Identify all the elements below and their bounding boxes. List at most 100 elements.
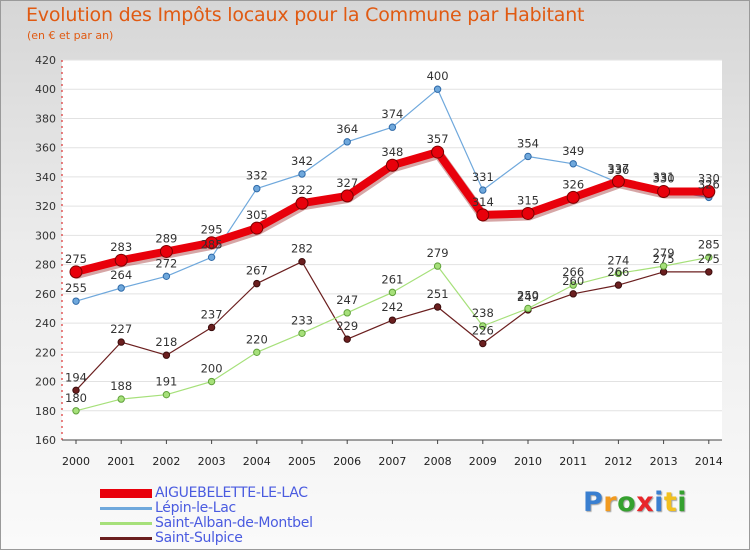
- series-point-1: [72, 297, 80, 305]
- series-point-0: [566, 190, 580, 204]
- series-point-3: [343, 335, 351, 343]
- series-point-2: [433, 262, 442, 270]
- data-label-3: 249: [517, 290, 539, 304]
- series-point-0: [69, 265, 83, 279]
- series-point-0: [611, 174, 625, 188]
- data-label-1: 272: [155, 256, 177, 270]
- data-label-2: 279: [653, 246, 675, 260]
- legend-swatch-saint-alban: [100, 522, 152, 525]
- logo-letter: P: [583, 487, 604, 518]
- series-point-2: [162, 390, 171, 399]
- data-label-0: 305: [246, 208, 268, 222]
- series-point-3: [569, 290, 577, 298]
- data-label-3: 266: [607, 265, 629, 279]
- data-label-2: 266: [562, 265, 584, 279]
- series-point-2: [479, 322, 487, 330]
- legend-item-saint-sulpice: Saint-Sulpice: [100, 530, 420, 546]
- data-label-3: 275: [698, 252, 720, 266]
- y-tick-label: 340: [35, 171, 56, 184]
- data-label-3: 251: [427, 287, 449, 301]
- series-point-2: [343, 309, 351, 317]
- legend-label-aiguebelette: AIGUEBELETTE-LE-LAC: [155, 485, 308, 501]
- series-point-2: [72, 407, 80, 415]
- data-label-0: 337: [607, 161, 629, 175]
- series-point-1: [479, 186, 487, 194]
- data-label-2: 200: [201, 362, 223, 376]
- logo-letter: x: [636, 487, 655, 518]
- logo-letter: t: [663, 487, 678, 518]
- series-point-3: [705, 268, 713, 276]
- series-point-1: [388, 123, 397, 131]
- legend-item-aiguebelette: AIGUEBELETTE-LE-LAC: [100, 485, 420, 501]
- series-point-1: [253, 184, 261, 193]
- logo-letter: i: [677, 487, 688, 518]
- x-tick-label: 2012: [604, 455, 632, 468]
- series-point-0: [205, 236, 219, 250]
- x-tick-label: 2013: [650, 455, 678, 468]
- x-tick-label: 2010: [514, 455, 542, 468]
- data-label-0: 315: [517, 193, 539, 207]
- legend-label-saint-alban: Saint-Alban-de-Montbel: [155, 515, 313, 531]
- series-point-0: [295, 196, 309, 210]
- x-tick-label: 2002: [152, 455, 180, 468]
- data-label-2: 247: [336, 293, 358, 307]
- data-label-3: 237: [201, 307, 223, 321]
- data-label-2: 180: [65, 391, 87, 405]
- data-label-1: 331: [653, 170, 675, 184]
- x-tick-label: 2009: [469, 455, 497, 468]
- series-point-1: [298, 170, 306, 178]
- series-point-2: [298, 329, 306, 338]
- series-point-3: [614, 281, 623, 289]
- data-label-3: 229: [336, 319, 358, 333]
- series-point-3: [162, 351, 171, 359]
- data-label-1: 326: [698, 177, 720, 191]
- data-label-1: 255: [65, 281, 87, 295]
- legend-swatch-lepin: [100, 507, 152, 510]
- data-label-3: 282: [291, 242, 313, 256]
- series-point-3: [207, 323, 216, 332]
- y-tick-label: 400: [35, 83, 56, 96]
- series-point-0: [521, 206, 535, 220]
- data-label-3: 260: [562, 274, 584, 288]
- y-tick-label: 320: [35, 200, 56, 213]
- legend: AIGUEBELETTE-LE-LAC Lépin-le-Lac Saint-A…: [100, 485, 420, 546]
- x-tick-label: 2008: [424, 455, 452, 468]
- series-point-0: [657, 185, 671, 199]
- data-label-1: 349: [562, 144, 584, 158]
- chart-title: Evolution des Impôts locaux pour la Comm…: [26, 4, 585, 26]
- series-point-2: [117, 395, 125, 403]
- data-label-3: 194: [65, 370, 87, 384]
- data-label-2: 261: [381, 272, 403, 286]
- x-tick-label: 2014: [695, 455, 723, 468]
- data-label-1: 332: [246, 169, 268, 183]
- series-point-1: [524, 152, 532, 161]
- logo-letter: i: [654, 487, 664, 518]
- series-point-2: [207, 377, 216, 386]
- data-label-3: 218: [155, 335, 177, 349]
- data-label-2: 274: [607, 253, 629, 267]
- data-label-3: 267: [246, 264, 268, 278]
- data-label-2: 233: [291, 313, 313, 327]
- series-point-1: [569, 160, 577, 168]
- y-tick-label: 200: [35, 376, 56, 389]
- data-label-3: 275: [653, 252, 675, 266]
- series-point-3: [388, 316, 397, 324]
- series-point-2: [569, 281, 577, 289]
- x-tick-label: 2005: [288, 455, 316, 468]
- series-point-3: [479, 339, 487, 348]
- x-tick-label: 2007: [378, 455, 406, 468]
- series-point-2: [253, 348, 261, 357]
- data-label-0: 314: [472, 195, 494, 209]
- y-tick-label: 180: [35, 405, 56, 418]
- series-point-0: [159, 244, 173, 258]
- data-label-0: 283: [110, 240, 132, 254]
- proxiti-logo: Proxiti: [583, 487, 687, 518]
- legend-label-saint-sulpice: Saint-Sulpice: [155, 530, 243, 546]
- y-tick-label: 360: [35, 142, 56, 155]
- data-label-3: 242: [381, 300, 403, 314]
- series-point-2: [388, 288, 397, 297]
- data-label-1: 264: [110, 268, 132, 282]
- data-label-2: 238: [472, 306, 494, 320]
- data-label-3: 226: [472, 324, 494, 338]
- data-label-0: 357: [427, 132, 449, 146]
